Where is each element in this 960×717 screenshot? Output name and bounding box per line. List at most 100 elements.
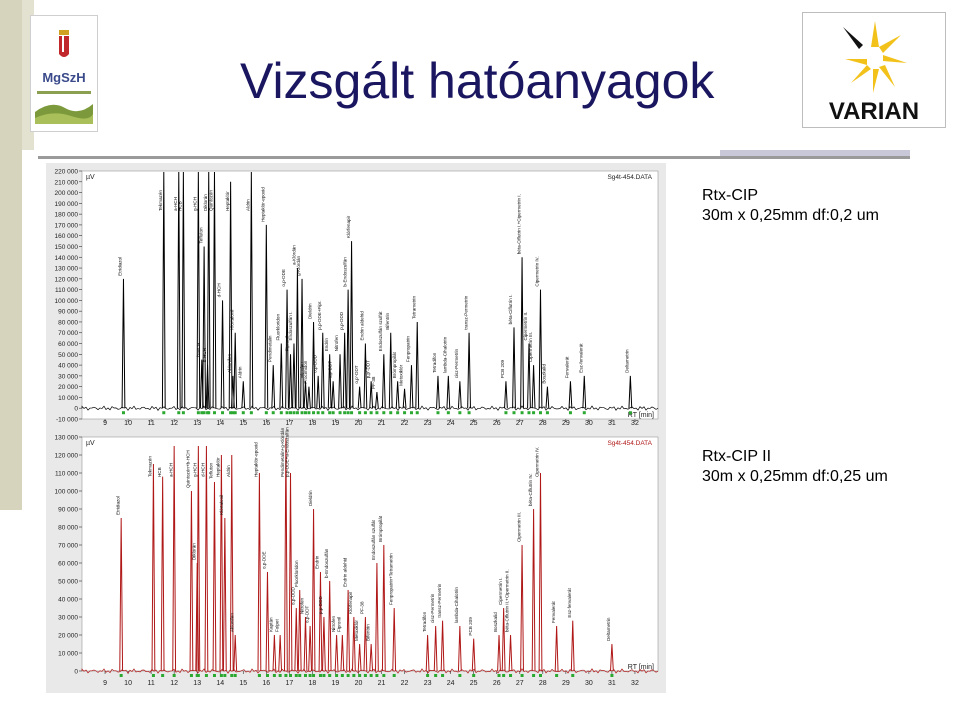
panel1-peak-marker xyxy=(363,411,367,415)
panel1-peak xyxy=(279,343,284,409)
panel1-peak xyxy=(202,246,207,409)
panel1-peak-label: PCB 209 xyxy=(500,359,505,378)
panel1-peak xyxy=(320,332,325,409)
panel2-x-tick-label: 17 xyxy=(285,680,293,687)
panel2-peak-label: Klórfenapir xyxy=(348,591,353,614)
panel2-peak xyxy=(204,445,209,672)
panel1-peak-label: Fenvalerát xyxy=(565,356,570,378)
panel1-peak-label: Tefluton xyxy=(198,227,203,244)
panel1-peak-marker xyxy=(202,411,206,415)
panel1-x-tick-label: 23 xyxy=(424,420,432,427)
panel1-peak-label: Quintozén xyxy=(209,190,214,211)
panel2-x-tick-label: 16 xyxy=(262,680,270,687)
panel2-peak xyxy=(363,616,368,672)
panel2-peak xyxy=(195,562,200,672)
panel1-peak-label: béta-Ciflutrin I.+Cipermetrin I. xyxy=(516,194,521,254)
panel1-peak-label: g-Klórdán xyxy=(296,255,301,275)
panel2-x-tick-label: 30 xyxy=(585,680,593,687)
panel2-peak xyxy=(433,625,438,672)
panel1-peak-marker xyxy=(121,411,125,415)
panel1-x-tick-label: 28 xyxy=(539,420,547,427)
panel2-peak xyxy=(327,580,332,672)
panel1-y-tick-label: 160 000 xyxy=(55,233,79,240)
panel2-peak-marker xyxy=(278,674,282,677)
panel1-peak-label: Cipermetrin II. xyxy=(523,312,528,341)
panel2-peak xyxy=(369,643,374,672)
panel1-peak xyxy=(327,354,332,409)
panel1-peak xyxy=(205,365,210,409)
panel1-peak-label: Etridiazol xyxy=(118,257,123,276)
panel1-peak-label: Deltametrin xyxy=(625,349,630,373)
panel2-peak-marker xyxy=(369,674,373,677)
panel2-peak-label: Fenpropatrin+Tetrametrin xyxy=(388,553,393,605)
panel2-peak-marker xyxy=(312,674,316,677)
panel1-peak-label: Dieldrin xyxy=(308,303,313,319)
panel1-y-tick-label: 130 000 xyxy=(55,266,79,273)
panel1-peak-marker xyxy=(271,411,275,415)
panel1-peak-label: b-HCH xyxy=(196,343,201,357)
panel2-peak-label: Cipermetrin I. xyxy=(498,577,503,605)
panel2-peak-label: Fenvalerát xyxy=(551,601,556,623)
panel2-peak-label: Bifentrin xyxy=(365,624,370,641)
panel1-peak xyxy=(369,381,374,409)
panel2-peak xyxy=(284,437,288,672)
panel2-peak-marker xyxy=(189,674,193,677)
panel2-peak-label: PCB 209 xyxy=(468,617,473,636)
panel1-peak xyxy=(316,375,321,409)
panel2-x-tick-label: 14 xyxy=(216,680,224,687)
panel1-peak-marker xyxy=(504,411,508,415)
panel2-peak-marker xyxy=(434,674,438,677)
panel1-peak-label: HCB xyxy=(178,201,183,211)
panel2-y-tick-label: 100 000 xyxy=(55,489,79,496)
panel1-peak xyxy=(212,171,217,409)
panel2-peak-marker xyxy=(358,674,362,677)
panel2-x-tick-label: 23 xyxy=(424,680,432,687)
panel2-peak xyxy=(471,638,476,672)
panel2-peak-label: Endrin aldehid xyxy=(342,557,347,587)
panel1-y-tick-label: 50 000 xyxy=(58,352,78,359)
panel1-x-tick-label: 22 xyxy=(401,420,409,427)
panel2-x-tick-label: 28 xyxy=(539,680,547,687)
panel2-peak-marker xyxy=(322,674,326,677)
panel1-x-tick-label: 30 xyxy=(585,420,593,427)
panel2-peak-label: b-Endoszulfán xyxy=(324,548,329,578)
panel1-y-tick-label: 10 000 xyxy=(58,395,78,402)
panel2-peak-marker xyxy=(502,674,506,677)
panel2-peak-label: Heptaklór xyxy=(216,457,221,477)
panel1-peak xyxy=(303,381,308,409)
panel1-peak-label: Fipronil xyxy=(285,336,290,351)
panel1-peak-marker xyxy=(241,411,245,415)
panel1-peak-label: Tetrametrin xyxy=(411,296,416,319)
panel1-peak-label: béta-Ciflutrin I. xyxy=(508,294,513,324)
panel2-peak-marker xyxy=(555,674,559,677)
panel1-peak-marker xyxy=(446,411,450,415)
panel2-peak xyxy=(497,634,501,672)
panel2-y-tick-label: 50 000 xyxy=(58,579,78,586)
panel2-peak xyxy=(381,544,386,672)
panel1-y-axis-label: µV xyxy=(86,174,95,181)
panel2-peak-marker xyxy=(363,674,367,677)
panel2-peak-marker xyxy=(472,674,476,677)
panel1-x-tick-label: 17 xyxy=(285,420,293,427)
panel1-x-tick-label: 26 xyxy=(493,420,501,427)
panel2-peak-label: Pendimetalin+g-Klórdán xyxy=(280,427,285,477)
panel1-y-tick-label: 200 000 xyxy=(55,190,79,197)
panel2-peak-label: béta-Ciflutrin II.+Cipermetrin II. xyxy=(505,569,510,632)
panel1-peak xyxy=(338,354,342,409)
panel2-peak-label: béta-Ciflutrin IV. xyxy=(528,473,533,506)
panel2-peak-marker xyxy=(328,674,332,677)
panel1-x-tick-label: 15 xyxy=(239,420,247,427)
panel2-peak xyxy=(222,517,227,672)
panel1-y-tick-label: -10 000 xyxy=(56,417,78,424)
panel1-y-tick-label: 90 000 xyxy=(58,309,78,316)
panel2-peak-marker xyxy=(426,674,430,677)
panel1-peak-marker xyxy=(249,411,253,415)
panel1-peak-marker xyxy=(279,411,283,415)
panel1-peak xyxy=(285,289,289,409)
panel1-peak-label: Tetradifon xyxy=(432,352,437,373)
panel2-peak-label: a-HCH xyxy=(168,463,173,477)
panel2-peak xyxy=(322,616,326,672)
panel1-peak-label: Cipermetrin IV. xyxy=(535,256,540,286)
panel2-peak xyxy=(610,643,614,672)
panel1-peak-label: PF-38 xyxy=(371,376,376,389)
